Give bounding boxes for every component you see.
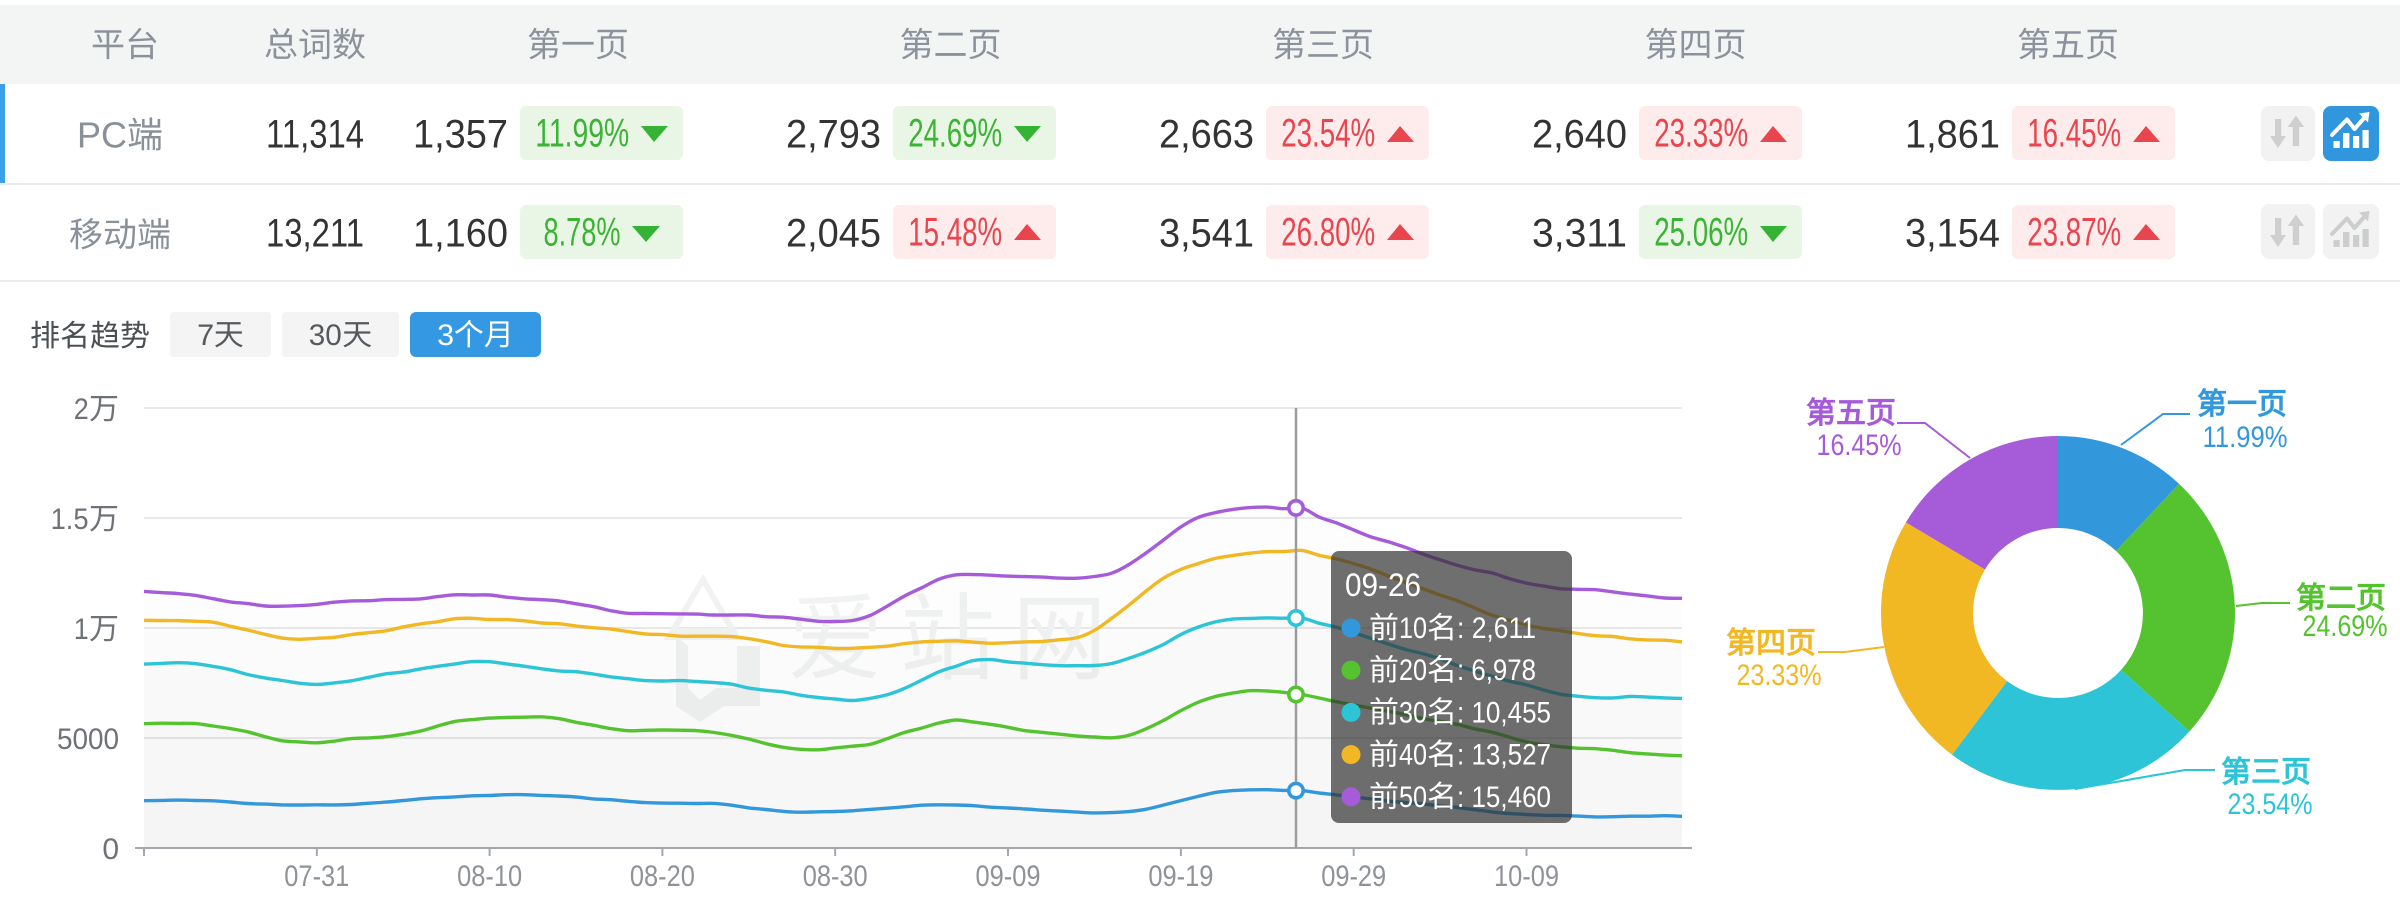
svg-text:11,314: 11,314: [266, 113, 364, 157]
svg-text:1,861: 1,861: [1905, 113, 2000, 157]
svg-text:08-10: 08-10: [457, 860, 522, 893]
svg-text:2,793: 2,793: [786, 113, 881, 157]
svg-text:2,663: 2,663: [1159, 113, 1254, 157]
svg-text:16.45%: 16.45%: [2027, 112, 2121, 156]
svg-text:23.33%: 23.33%: [1654, 112, 1748, 156]
svg-text:1.5: 1.5: [51, 503, 89, 536]
svg-text:30: 30: [1399, 696, 1427, 729]
svg-text:: 2,611: : 2,611: [1457, 612, 1536, 645]
svg-text:5000: 5000: [57, 723, 119, 756]
svg-text:3,311: 3,311: [1532, 212, 1627, 256]
svg-text:09-29: 09-29: [1321, 860, 1386, 893]
svg-text:26.80%: 26.80%: [1281, 211, 1375, 255]
svg-text:7: 7: [197, 319, 214, 352]
svg-text:1,357: 1,357: [413, 113, 508, 157]
svg-text:2,045: 2,045: [786, 212, 881, 256]
svg-text:09-09: 09-09: [976, 860, 1041, 893]
svg-text:10-09: 10-09: [1494, 860, 1559, 893]
svg-text:23.54%: 23.54%: [1281, 112, 1375, 156]
svg-text:30: 30: [309, 319, 342, 352]
svg-text:11.99%: 11.99%: [535, 112, 629, 156]
svg-text:20: 20: [1399, 654, 1427, 687]
svg-text:24.69%: 24.69%: [2303, 610, 2388, 643]
svg-text:09-19: 09-19: [1148, 860, 1213, 893]
svg-text:3,541: 3,541: [1159, 212, 1254, 256]
svg-text:09-26: 09-26: [1345, 567, 1421, 603]
svg-text:16.45%: 16.45%: [1817, 429, 1902, 462]
svg-text:15.48%: 15.48%: [908, 211, 1002, 255]
svg-text:23.87%: 23.87%: [2027, 211, 2121, 255]
svg-text:08-30: 08-30: [803, 860, 868, 893]
svg-text:: 6,978: : 6,978: [1457, 654, 1536, 687]
svg-text:: 13,527: : 13,527: [1457, 739, 1551, 772]
svg-text:3,154: 3,154: [1905, 212, 2000, 256]
svg-text:50: 50: [1399, 781, 1427, 814]
svg-text:13,211: 13,211: [266, 212, 364, 256]
svg-text:0: 0: [102, 833, 119, 866]
svg-text:3: 3: [437, 319, 454, 352]
svg-text:08-20: 08-20: [630, 860, 695, 893]
svg-text:07-31: 07-31: [284, 860, 349, 893]
svg-text:2: 2: [74, 393, 89, 426]
svg-text:1: 1: [74, 613, 89, 646]
svg-text:11.99%: 11.99%: [2203, 421, 2288, 454]
svg-text:10: 10: [1399, 612, 1427, 645]
svg-text:PC: PC: [77, 115, 127, 156]
svg-text:24.69%: 24.69%: [908, 112, 1002, 156]
svg-text:40: 40: [1399, 739, 1427, 772]
svg-text:23.54%: 23.54%: [2228, 788, 2313, 821]
svg-text:2,640: 2,640: [1532, 113, 1627, 157]
svg-text:8.78%: 8.78%: [544, 211, 621, 255]
svg-text:: 15,460: : 15,460: [1457, 781, 1551, 814]
svg-text:: 10,455: : 10,455: [1457, 696, 1551, 729]
svg-text:1,160: 1,160: [413, 212, 508, 256]
svg-text:25.06%: 25.06%: [1654, 211, 1748, 255]
svg-text:23.33%: 23.33%: [1737, 659, 1822, 692]
